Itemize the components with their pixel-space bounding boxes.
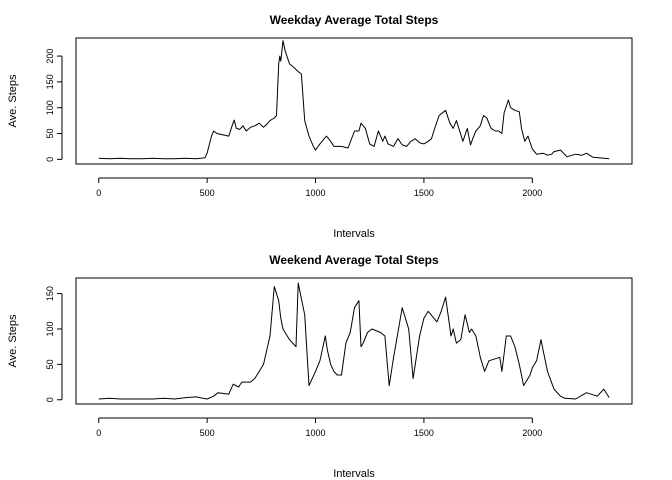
y-tick-label: 150 — [45, 74, 55, 89]
y-ticks: 0 50 100 150 200 — [45, 49, 63, 162]
y-tick-label: 50 — [45, 129, 55, 139]
x-tick-label: 2000 — [522, 428, 542, 438]
weekday-panel: Weekday Average Total Steps Intervals Av… — [7, 13, 633, 240]
x-axis-label: Intervals — [333, 468, 375, 480]
x-tick-label: 0 — [96, 188, 101, 198]
plot-frame — [75, 277, 633, 405]
x-axis-label: Intervals — [333, 228, 375, 240]
x-tick-label: 500 — [200, 188, 215, 198]
plot-frame — [75, 37, 633, 165]
chart-title: Weekday Average Total Steps — [270, 13, 439, 27]
x-tick-label: 0 — [96, 428, 101, 438]
y-tick-label: 100 — [45, 321, 55, 336]
x-tick-label: 1000 — [306, 428, 326, 438]
x-tick-label: 1500 — [414, 188, 434, 198]
x-ticks: 0 500 1000 1500 2000 — [96, 177, 542, 198]
x-tick-label: 2000 — [522, 188, 542, 198]
y-tick-label: 100 — [45, 100, 55, 115]
weekday-steps-line — [98, 40, 610, 160]
chart-title: Weekend Average Total Steps — [269, 253, 439, 267]
y-tick-label: 0 — [45, 157, 55, 162]
y-tick-label: 50 — [45, 359, 55, 369]
x-tick-label: 1500 — [414, 428, 434, 438]
y-axis-label: Ave. Steps — [7, 74, 19, 127]
y-tick-label: 150 — [45, 286, 55, 301]
x-tick-label: 1000 — [306, 188, 326, 198]
y-tick-label: 200 — [45, 49, 55, 64]
weekend-steps-line — [98, 282, 610, 400]
y-tick-label: 0 — [45, 397, 55, 402]
x-tick-label: 500 — [200, 428, 215, 438]
weekend-panel: Weekend Average Total Steps Intervals Av… — [7, 253, 633, 480]
y-ticks: 0 50 100 150 — [45, 286, 63, 402]
x-ticks: 0 500 1000 1500 2000 — [96, 417, 542, 438]
y-axis-label: Ave. Steps — [7, 314, 19, 367]
